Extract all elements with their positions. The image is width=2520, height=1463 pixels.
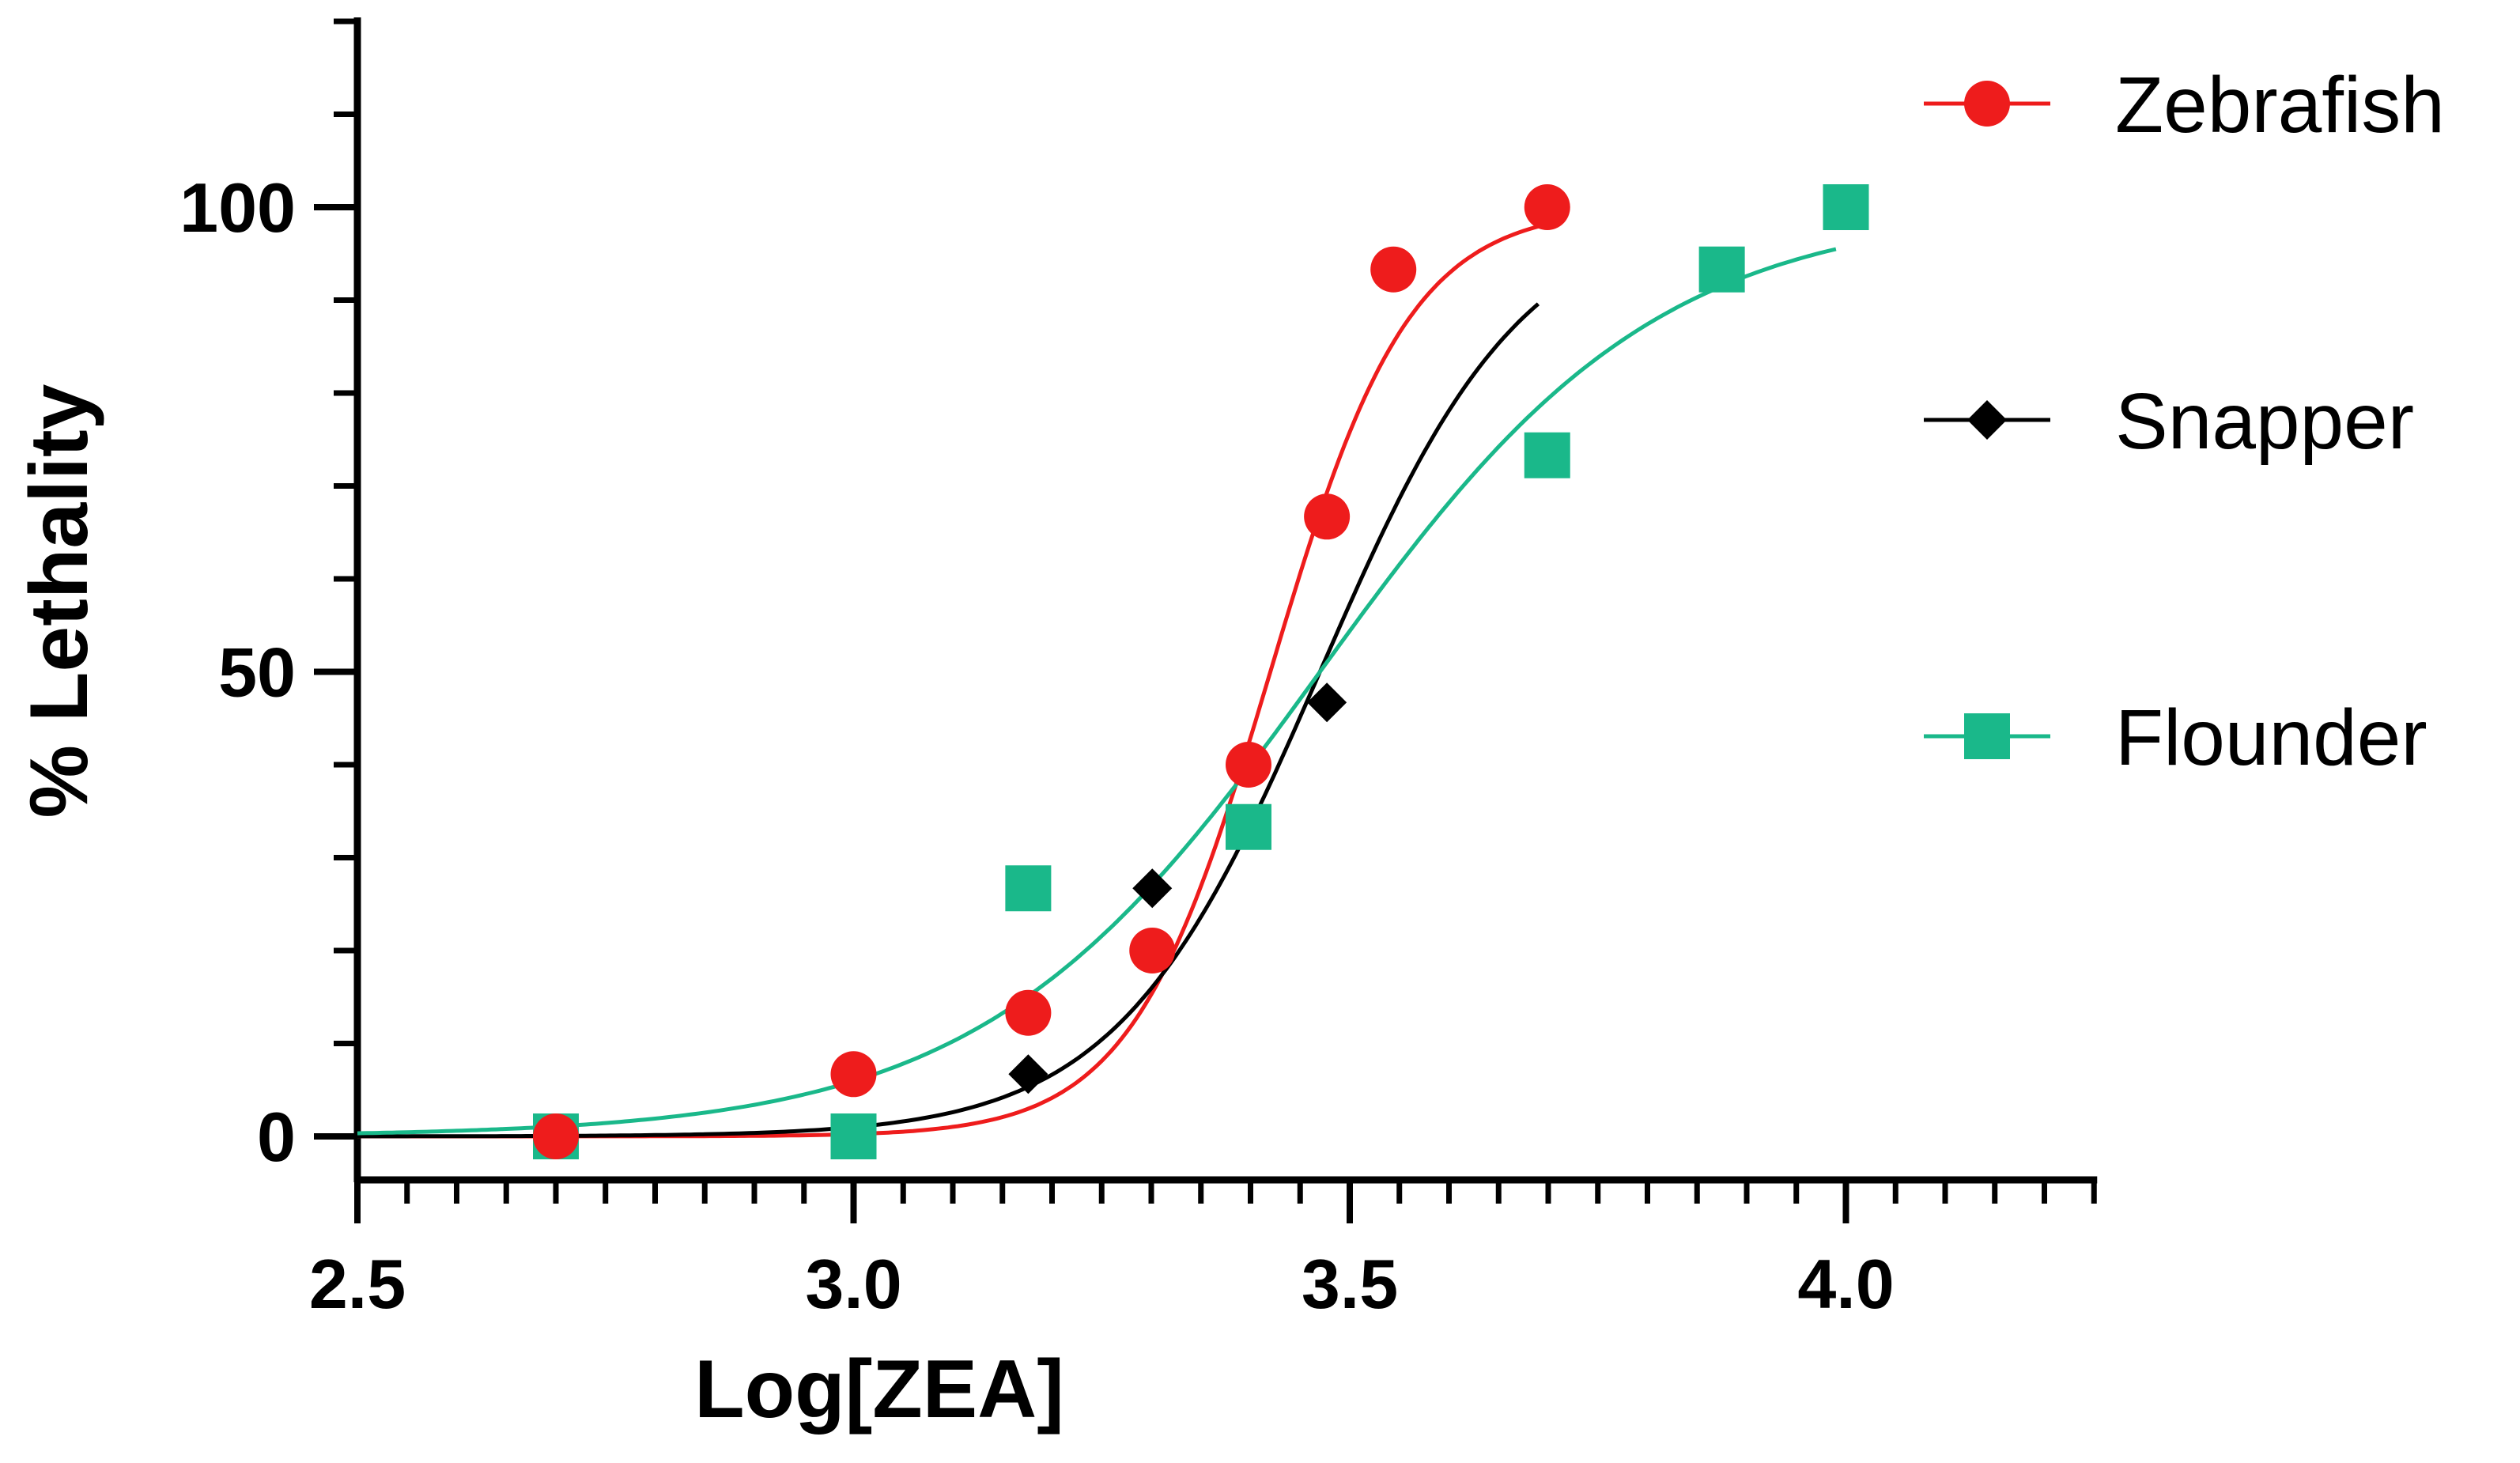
y-tick-label: 50 — [218, 633, 296, 712]
flounder-data-point — [1698, 246, 1745, 293]
x-axis-title: Log[ZEA] — [694, 1344, 1064, 1435]
x-tick-label: 2.5 — [309, 1245, 406, 1323]
snapper-data-point — [1307, 682, 1347, 723]
zebrafish-data-point — [1129, 928, 1176, 973]
legend: Zebrafish Snapper Flounder — [1924, 61, 2445, 782]
x-tick-label: 3.0 — [805, 1245, 901, 1323]
legend-label-snapper: Snapper — [2115, 377, 2414, 466]
axes — [314, 17, 2098, 1223]
flounder-data-point — [830, 1113, 877, 1159]
fit-curves — [357, 223, 1837, 1139]
flounder-data-point — [1823, 184, 1869, 230]
legend-label-zebrafish: Zebrafish — [2115, 61, 2445, 149]
flounder-data-point — [1225, 803, 1271, 850]
legend-marker-flounder — [1964, 713, 2010, 759]
zebrafish-data-point — [830, 1051, 877, 1098]
y-axis-title: % Lethality — [13, 384, 105, 818]
y-tick-label: 100 — [179, 168, 296, 247]
zebrafish-data-point — [1304, 493, 1351, 540]
data-points — [533, 184, 1869, 1159]
snapper-fit-curve — [357, 302, 1540, 1139]
x-tick-label: 4.0 — [1797, 1245, 1894, 1323]
flounder-fit-curve — [357, 247, 1837, 1136]
y-tick-label: 0 — [257, 1098, 296, 1176]
legend-marker-snapper — [1967, 400, 2007, 440]
zebrafish-data-point — [533, 1113, 579, 1159]
flounder-data-point — [1005, 865, 1052, 912]
flounder-data-point — [1524, 432, 1570, 478]
zebrafish-data-point — [1524, 184, 1570, 230]
zebrafish-data-point — [1005, 989, 1052, 1036]
zebrafish-data-point — [1225, 742, 1271, 788]
x-tick-label: 3.5 — [1302, 1245, 1398, 1323]
legend-marker-zebrafish — [1964, 81, 2010, 127]
tick-labels: 2.5 3.0 3.5 4.0 0 50 100 — [179, 168, 1895, 1323]
zebrafish-fit-curve — [357, 223, 1544, 1139]
legend-label-flounder: Flounder — [2115, 694, 2427, 782]
zebrafish-data-point — [1370, 246, 1417, 293]
snapper-data-point — [1132, 868, 1173, 909]
snapper-data-point — [1008, 1054, 1048, 1094]
